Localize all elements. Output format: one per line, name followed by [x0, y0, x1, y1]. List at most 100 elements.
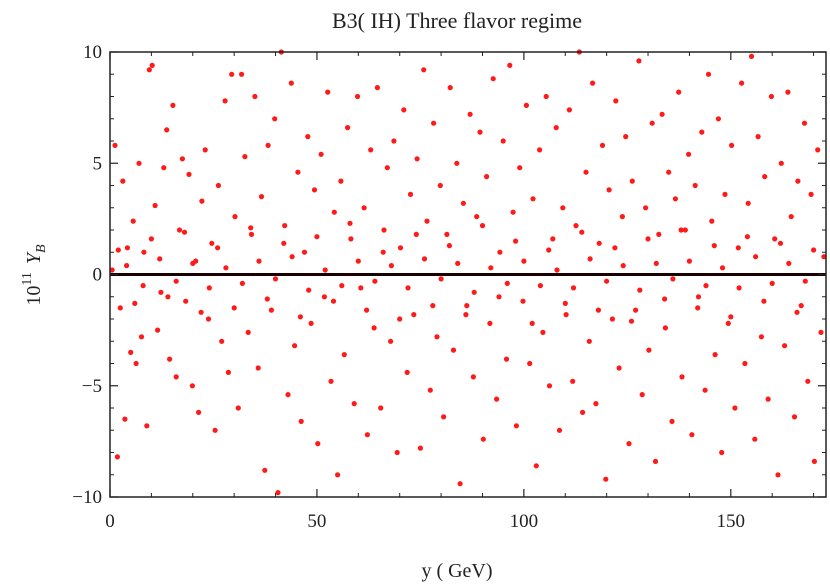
data-point	[613, 98, 619, 104]
data-point	[455, 260, 461, 266]
data-point	[202, 147, 208, 153]
data-point	[520, 298, 526, 304]
data-point	[566, 107, 573, 113]
data-point	[682, 227, 688, 233]
data-point	[331, 209, 337, 215]
data-point	[590, 80, 596, 86]
data-point	[626, 441, 632, 447]
data-point	[401, 107, 407, 113]
data-point	[441, 414, 447, 420]
data-point	[530, 196, 536, 202]
svg-text:1011YB: 1011 YB	[20, 244, 49, 306]
y-axis-label-subscript: B	[34, 244, 49, 253]
data-point	[798, 303, 804, 309]
data-point	[411, 312, 417, 318]
data-point	[761, 298, 767, 304]
data-point	[388, 263, 394, 269]
data-point	[686, 258, 693, 264]
data-point	[161, 165, 167, 171]
data-point	[165, 294, 171, 300]
data-point	[463, 312, 469, 318]
data-point	[335, 472, 341, 478]
data-point	[219, 338, 225, 344]
data-point	[460, 200, 466, 206]
data-point	[248, 225, 254, 231]
data-point	[275, 490, 281, 496]
data-point	[775, 472, 781, 478]
data-point	[703, 283, 709, 289]
data-point	[321, 294, 327, 300]
data-point	[633, 307, 639, 313]
data-point	[158, 289, 164, 295]
data-point	[457, 481, 463, 487]
data-point	[811, 247, 817, 253]
data-point	[338, 178, 344, 184]
data-point	[523, 102, 530, 108]
data-point	[405, 285, 411, 291]
data-point	[196, 409, 202, 415]
data-point	[604, 278, 610, 284]
data-point	[447, 85, 453, 91]
data-point	[510, 209, 516, 215]
data-point	[190, 260, 196, 266]
data-point	[239, 280, 245, 286]
data-point	[467, 111, 473, 117]
data-point	[384, 165, 390, 171]
data-point	[427, 387, 433, 393]
data-point	[354, 93, 361, 100]
data-point	[791, 414, 798, 420]
data-point	[417, 445, 423, 451]
data-point	[351, 401, 357, 407]
data-point	[181, 229, 188, 235]
data-point	[186, 171, 192, 177]
data-point	[676, 89, 682, 95]
data-point	[752, 436, 758, 442]
data-point	[265, 142, 271, 148]
data-point	[496, 294, 502, 300]
data-point	[167, 356, 173, 362]
data-point	[380, 249, 386, 255]
data-point	[702, 387, 708, 393]
data-point	[128, 349, 134, 355]
data-point	[301, 249, 308, 255]
data-point	[117, 305, 123, 311]
data-point	[368, 147, 374, 153]
data-point	[480, 436, 486, 442]
data-point	[292, 343, 298, 349]
data-point	[529, 320, 535, 326]
data-point	[130, 218, 136, 224]
data-point	[503, 356, 510, 362]
data-point	[444, 231, 450, 237]
data-point	[179, 156, 185, 162]
data-point	[742, 360, 748, 367]
data-point	[141, 249, 147, 255]
data-point	[413, 231, 419, 237]
data-point	[431, 120, 437, 126]
data-point	[205, 316, 212, 322]
data-point	[256, 258, 262, 264]
data-point	[778, 160, 784, 166]
data-point	[245, 329, 251, 335]
data-point	[225, 369, 231, 375]
data-point	[262, 467, 268, 473]
data-point	[765, 396, 771, 402]
data-point	[550, 236, 556, 242]
data-point	[144, 423, 150, 429]
data-point	[513, 238, 519, 244]
data-point	[132, 300, 138, 306]
data-point	[695, 294, 702, 300]
data-point	[811, 458, 818, 464]
data-point	[450, 347, 457, 353]
data-point	[758, 334, 765, 340]
data-point	[124, 263, 130, 269]
data-point	[255, 365, 261, 371]
data-point	[785, 89, 791, 95]
data-point	[229, 71, 235, 77]
data-point	[595, 307, 602, 313]
data-point	[136, 160, 142, 166]
y-tick-label: 5	[93, 153, 103, 174]
data-point	[753, 254, 759, 260]
data-point	[404, 369, 410, 375]
y-tick-label: 0	[93, 265, 103, 286]
